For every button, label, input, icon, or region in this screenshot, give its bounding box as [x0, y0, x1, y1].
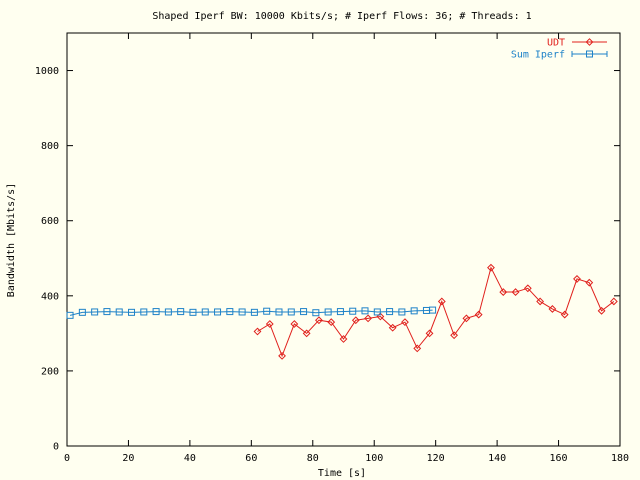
data-point-sum-iperf: [250, 308, 258, 316]
x-axis-label: Time [s]: [318, 468, 366, 479]
data-point-sum-iperf: [429, 306, 437, 314]
data-point-sum-iperf: [238, 308, 246, 316]
data-point-sum-iperf: [128, 308, 136, 316]
data-point-sum-iperf: [312, 309, 320, 317]
y-tick-label: 400: [41, 291, 59, 302]
data-point-udt: [437, 297, 446, 306]
series-line-sum-iperf: [69, 309, 433, 316]
legend-label-udt: UDT: [547, 38, 565, 49]
data-point-sum-iperf: [386, 308, 394, 316]
data-point-udt: [364, 314, 372, 323]
data-point-udt: [388, 323, 397, 332]
x-tick-label: 80: [307, 453, 319, 464]
data-point-sum-iperf: [410, 307, 418, 315]
data-point-sum-iperf: [164, 308, 172, 316]
data-point-sum-iperf: [78, 308, 86, 316]
data-point-udt: [523, 284, 532, 293]
data-point-sum-iperf: [201, 308, 209, 316]
data-point-sum-iperf: [398, 308, 406, 316]
data-point-udt: [450, 331, 459, 340]
data-point-sum-iperf: [66, 311, 74, 319]
data-point-udt: [278, 351, 286, 360]
data-point-sum-iperf: [287, 308, 295, 316]
y-tick-label: 0: [53, 442, 59, 453]
y-axis-label: Bandwidth [Mbits/s]: [6, 183, 17, 297]
y-tick-label: 200: [41, 366, 59, 377]
y-tick-label: 1000: [35, 66, 59, 77]
data-point-sum-iperf: [91, 308, 99, 316]
data-point-udt: [253, 327, 262, 336]
data-point-sum-iperf: [324, 308, 332, 316]
x-tick-label: 60: [245, 453, 257, 464]
y-tick-label: 600: [41, 216, 59, 227]
legend-marker-udt: [585, 38, 594, 46]
x-tick-label: 20: [122, 453, 134, 464]
data-point-sum-iperf: [300, 308, 308, 316]
data-point-udt: [327, 318, 336, 327]
data-point-udt: [265, 320, 274, 328]
x-tick-label: 120: [427, 453, 445, 464]
data-point-sum-iperf: [226, 308, 234, 316]
x-tick-label: 180: [611, 453, 629, 464]
y-tick-label: 800: [41, 141, 59, 152]
data-point-sum-iperf: [140, 308, 148, 316]
data-point-udt: [499, 288, 508, 296]
data-point-udt: [302, 329, 311, 338]
x-tick-label: 40: [184, 453, 196, 464]
data-point-udt: [401, 318, 409, 327]
series-sum-iperf: [66, 306, 437, 319]
data-point-sum-iperf: [275, 308, 283, 316]
x-tick-label: 0: [64, 453, 70, 464]
data-point-udt: [560, 310, 569, 319]
data-point-sum-iperf: [177, 308, 185, 316]
data-point-udt: [609, 297, 618, 306]
data-point-udt: [290, 320, 299, 328]
data-point-udt: [413, 344, 422, 353]
data-point-sum-iperf: [115, 308, 123, 316]
data-point-sum-iperf: [373, 308, 381, 316]
data-point-sum-iperf: [336, 308, 344, 316]
data-point-udt: [474, 310, 483, 319]
data-point-udt: [425, 329, 434, 338]
data-point-udt: [585, 278, 594, 287]
data-point-udt: [487, 263, 495, 272]
data-point-sum-iperf: [189, 308, 197, 316]
series-udt: [253, 263, 618, 360]
plot-area-border: [66, 32, 621, 447]
data-point-udt: [339, 335, 348, 343]
data-point-udt: [511, 288, 520, 296]
x-tick-label: 100: [365, 453, 383, 464]
data-point-sum-iperf: [103, 308, 111, 316]
data-point-udt: [536, 297, 545, 306]
data-point-sum-iperf: [152, 308, 160, 316]
data-point-udt: [548, 305, 557, 313]
data-point-udt: [462, 314, 471, 323]
x-tick-label: 140: [488, 453, 506, 464]
legend-label-sum-iperf: Sum Iperf: [511, 50, 565, 61]
data-point-sum-iperf: [349, 307, 357, 315]
data-point-udt: [573, 275, 581, 283]
data-point-udt: [315, 316, 323, 325]
chart-title: Shaped Iperf BW: 10000 Kbits/s; # Iperf …: [152, 11, 531, 22]
data-point-udt: [351, 316, 360, 325]
legend-marker-sum-iperf: [586, 50, 593, 58]
data-point-sum-iperf: [361, 307, 369, 315]
x-tick-label: 160: [550, 453, 568, 464]
data-point-sum-iperf: [214, 308, 222, 316]
data-point-udt: [597, 306, 606, 315]
data-point-sum-iperf: [263, 307, 271, 315]
